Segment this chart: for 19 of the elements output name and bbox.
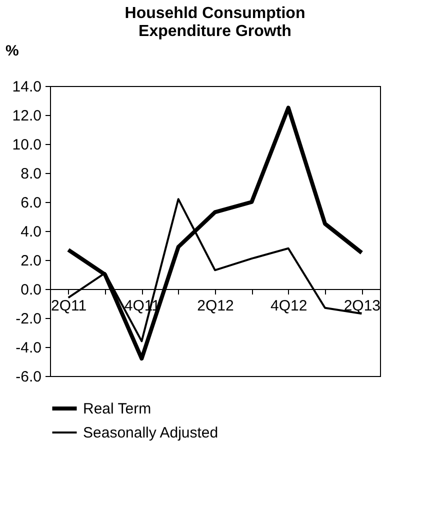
y-axis-title: % xyxy=(6,42,19,60)
y-tick-label: 2.0 xyxy=(20,252,42,270)
x-tick-label: 2Q11 xyxy=(51,298,87,314)
x-tick-label: 2Q13 xyxy=(344,298,381,314)
legend-label: Real Term xyxy=(83,400,152,418)
y-tick-label: 14.0 xyxy=(12,78,42,96)
y-tick-label: -2.0 xyxy=(16,310,42,328)
x-tick-label: 4Q12 xyxy=(270,298,308,314)
y-tick-label: 6.0 xyxy=(20,194,42,212)
y-tick-label: 12.0 xyxy=(12,108,42,124)
y-tick-label: 8.0 xyxy=(20,166,42,182)
y-tick-label: -6.0 xyxy=(16,368,42,386)
chart-title: Househld Consumption Expenditure Growth xyxy=(124,5,306,40)
legend-label: Seasonally Adjusted xyxy=(83,424,218,442)
y-tick-label: 10.0 xyxy=(12,136,42,154)
y-tick-label: 4.0 xyxy=(20,224,42,240)
x-tick-label: 2Q12 xyxy=(197,298,234,314)
y-tick-label: -4.0 xyxy=(16,340,42,356)
y-tick-label: 0.0 xyxy=(20,282,42,298)
